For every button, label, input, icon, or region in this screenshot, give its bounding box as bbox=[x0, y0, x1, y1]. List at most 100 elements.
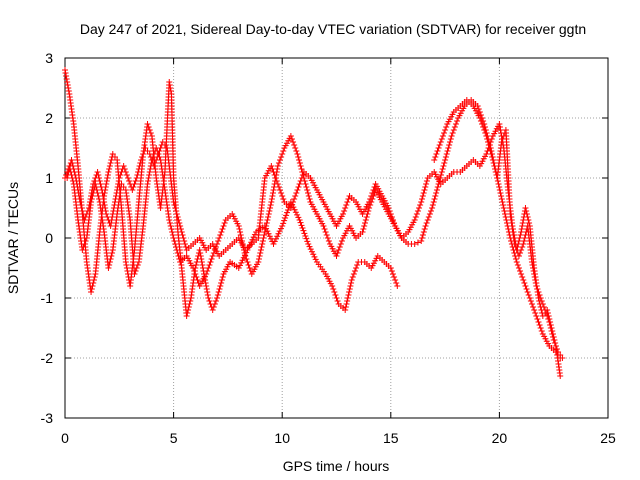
data-point bbox=[81, 241, 88, 247]
data-point bbox=[199, 265, 206, 271]
data-point bbox=[100, 196, 107, 202]
data-point bbox=[437, 139, 444, 145]
data-point bbox=[202, 280, 209, 286]
data-point bbox=[518, 226, 525, 232]
data-point bbox=[296, 217, 303, 223]
data-point bbox=[166, 217, 173, 223]
data-point bbox=[208, 256, 215, 262]
data-point bbox=[290, 139, 297, 145]
data-point bbox=[100, 193, 107, 199]
data-point bbox=[434, 184, 441, 190]
data-point bbox=[197, 250, 204, 256]
y-tick-label: 3 bbox=[45, 50, 53, 66]
data-point bbox=[147, 166, 154, 172]
data-point bbox=[435, 145, 442, 151]
data-point bbox=[169, 232, 176, 238]
data-point bbox=[95, 172, 102, 178]
data-point bbox=[170, 199, 177, 205]
data-point bbox=[257, 250, 264, 256]
data-point bbox=[540, 304, 547, 310]
data-point bbox=[207, 259, 214, 265]
data-point bbox=[344, 298, 351, 304]
data-point bbox=[432, 193, 439, 199]
data-point bbox=[137, 160, 144, 166]
data-point bbox=[548, 328, 555, 334]
data-point bbox=[521, 280, 528, 286]
data-point bbox=[107, 223, 114, 229]
data-point bbox=[431, 196, 438, 202]
data-point bbox=[186, 301, 193, 307]
data-point bbox=[515, 265, 522, 271]
data-point bbox=[292, 193, 299, 199]
data-point bbox=[429, 202, 436, 208]
data-point bbox=[64, 79, 71, 85]
data-point bbox=[424, 217, 431, 223]
data-point bbox=[297, 163, 304, 169]
data-point bbox=[350, 271, 357, 277]
data-point bbox=[422, 223, 429, 229]
data-point bbox=[387, 211, 394, 217]
data-point bbox=[79, 208, 86, 214]
data-point bbox=[332, 292, 339, 298]
axis-ticks bbox=[64, 57, 609, 419]
data-point bbox=[484, 139, 491, 145]
data-point bbox=[75, 187, 82, 193]
data-point bbox=[104, 172, 111, 178]
data-point bbox=[90, 181, 97, 187]
data-point bbox=[297, 178, 304, 184]
data-point bbox=[267, 202, 274, 208]
data-point bbox=[271, 172, 278, 178]
data-point bbox=[115, 181, 122, 187]
data-point bbox=[86, 199, 93, 205]
data-point bbox=[442, 154, 449, 160]
data-point bbox=[527, 298, 534, 304]
data-point bbox=[293, 190, 300, 196]
data-point bbox=[418, 238, 425, 244]
data-point bbox=[295, 184, 302, 190]
data-point bbox=[280, 220, 287, 227]
data-point bbox=[387, 265, 394, 271]
data-point bbox=[533, 313, 540, 319]
data-point bbox=[114, 184, 121, 190]
data-point bbox=[480, 124, 487, 130]
data-point bbox=[90, 280, 97, 286]
data-point bbox=[336, 244, 343, 250]
data-point bbox=[440, 163, 447, 169]
data-point bbox=[549, 331, 556, 337]
data-point bbox=[517, 250, 524, 256]
data-point bbox=[438, 169, 445, 175]
data-point bbox=[443, 124, 450, 130]
data-point bbox=[363, 214, 370, 220]
data-point bbox=[534, 286, 541, 292]
data-point bbox=[136, 163, 143, 169]
data-point bbox=[205, 265, 212, 271]
data-point bbox=[292, 209, 299, 216]
data-point bbox=[345, 292, 352, 298]
chart-title: Day 247 of 2021, Sidereal Day-to-day VTE… bbox=[80, 21, 586, 37]
data-point bbox=[476, 109, 483, 115]
data-point bbox=[306, 196, 313, 202]
data-point bbox=[107, 256, 114, 262]
data-point bbox=[131, 271, 138, 277]
data-point bbox=[497, 190, 504, 196]
data-point bbox=[301, 230, 308, 237]
data-point bbox=[342, 205, 349, 211]
data-point bbox=[516, 235, 523, 241]
data-point bbox=[419, 235, 426, 241]
data-point bbox=[393, 280, 400, 286]
y-tick-label: 1 bbox=[45, 170, 53, 186]
data-point bbox=[256, 253, 263, 259]
data-point bbox=[173, 208, 180, 214]
data-point bbox=[498, 196, 505, 202]
data-point bbox=[281, 217, 288, 224]
data-point bbox=[105, 265, 112, 271]
data-point bbox=[235, 223, 242, 229]
data-point bbox=[411, 241, 418, 247]
data-point bbox=[333, 295, 340, 301]
data-point bbox=[204, 268, 211, 274]
data-point bbox=[193, 262, 200, 268]
data-point bbox=[323, 232, 330, 238]
data-point bbox=[265, 230, 272, 237]
data-point bbox=[70, 166, 77, 172]
data-point bbox=[345, 196, 352, 202]
